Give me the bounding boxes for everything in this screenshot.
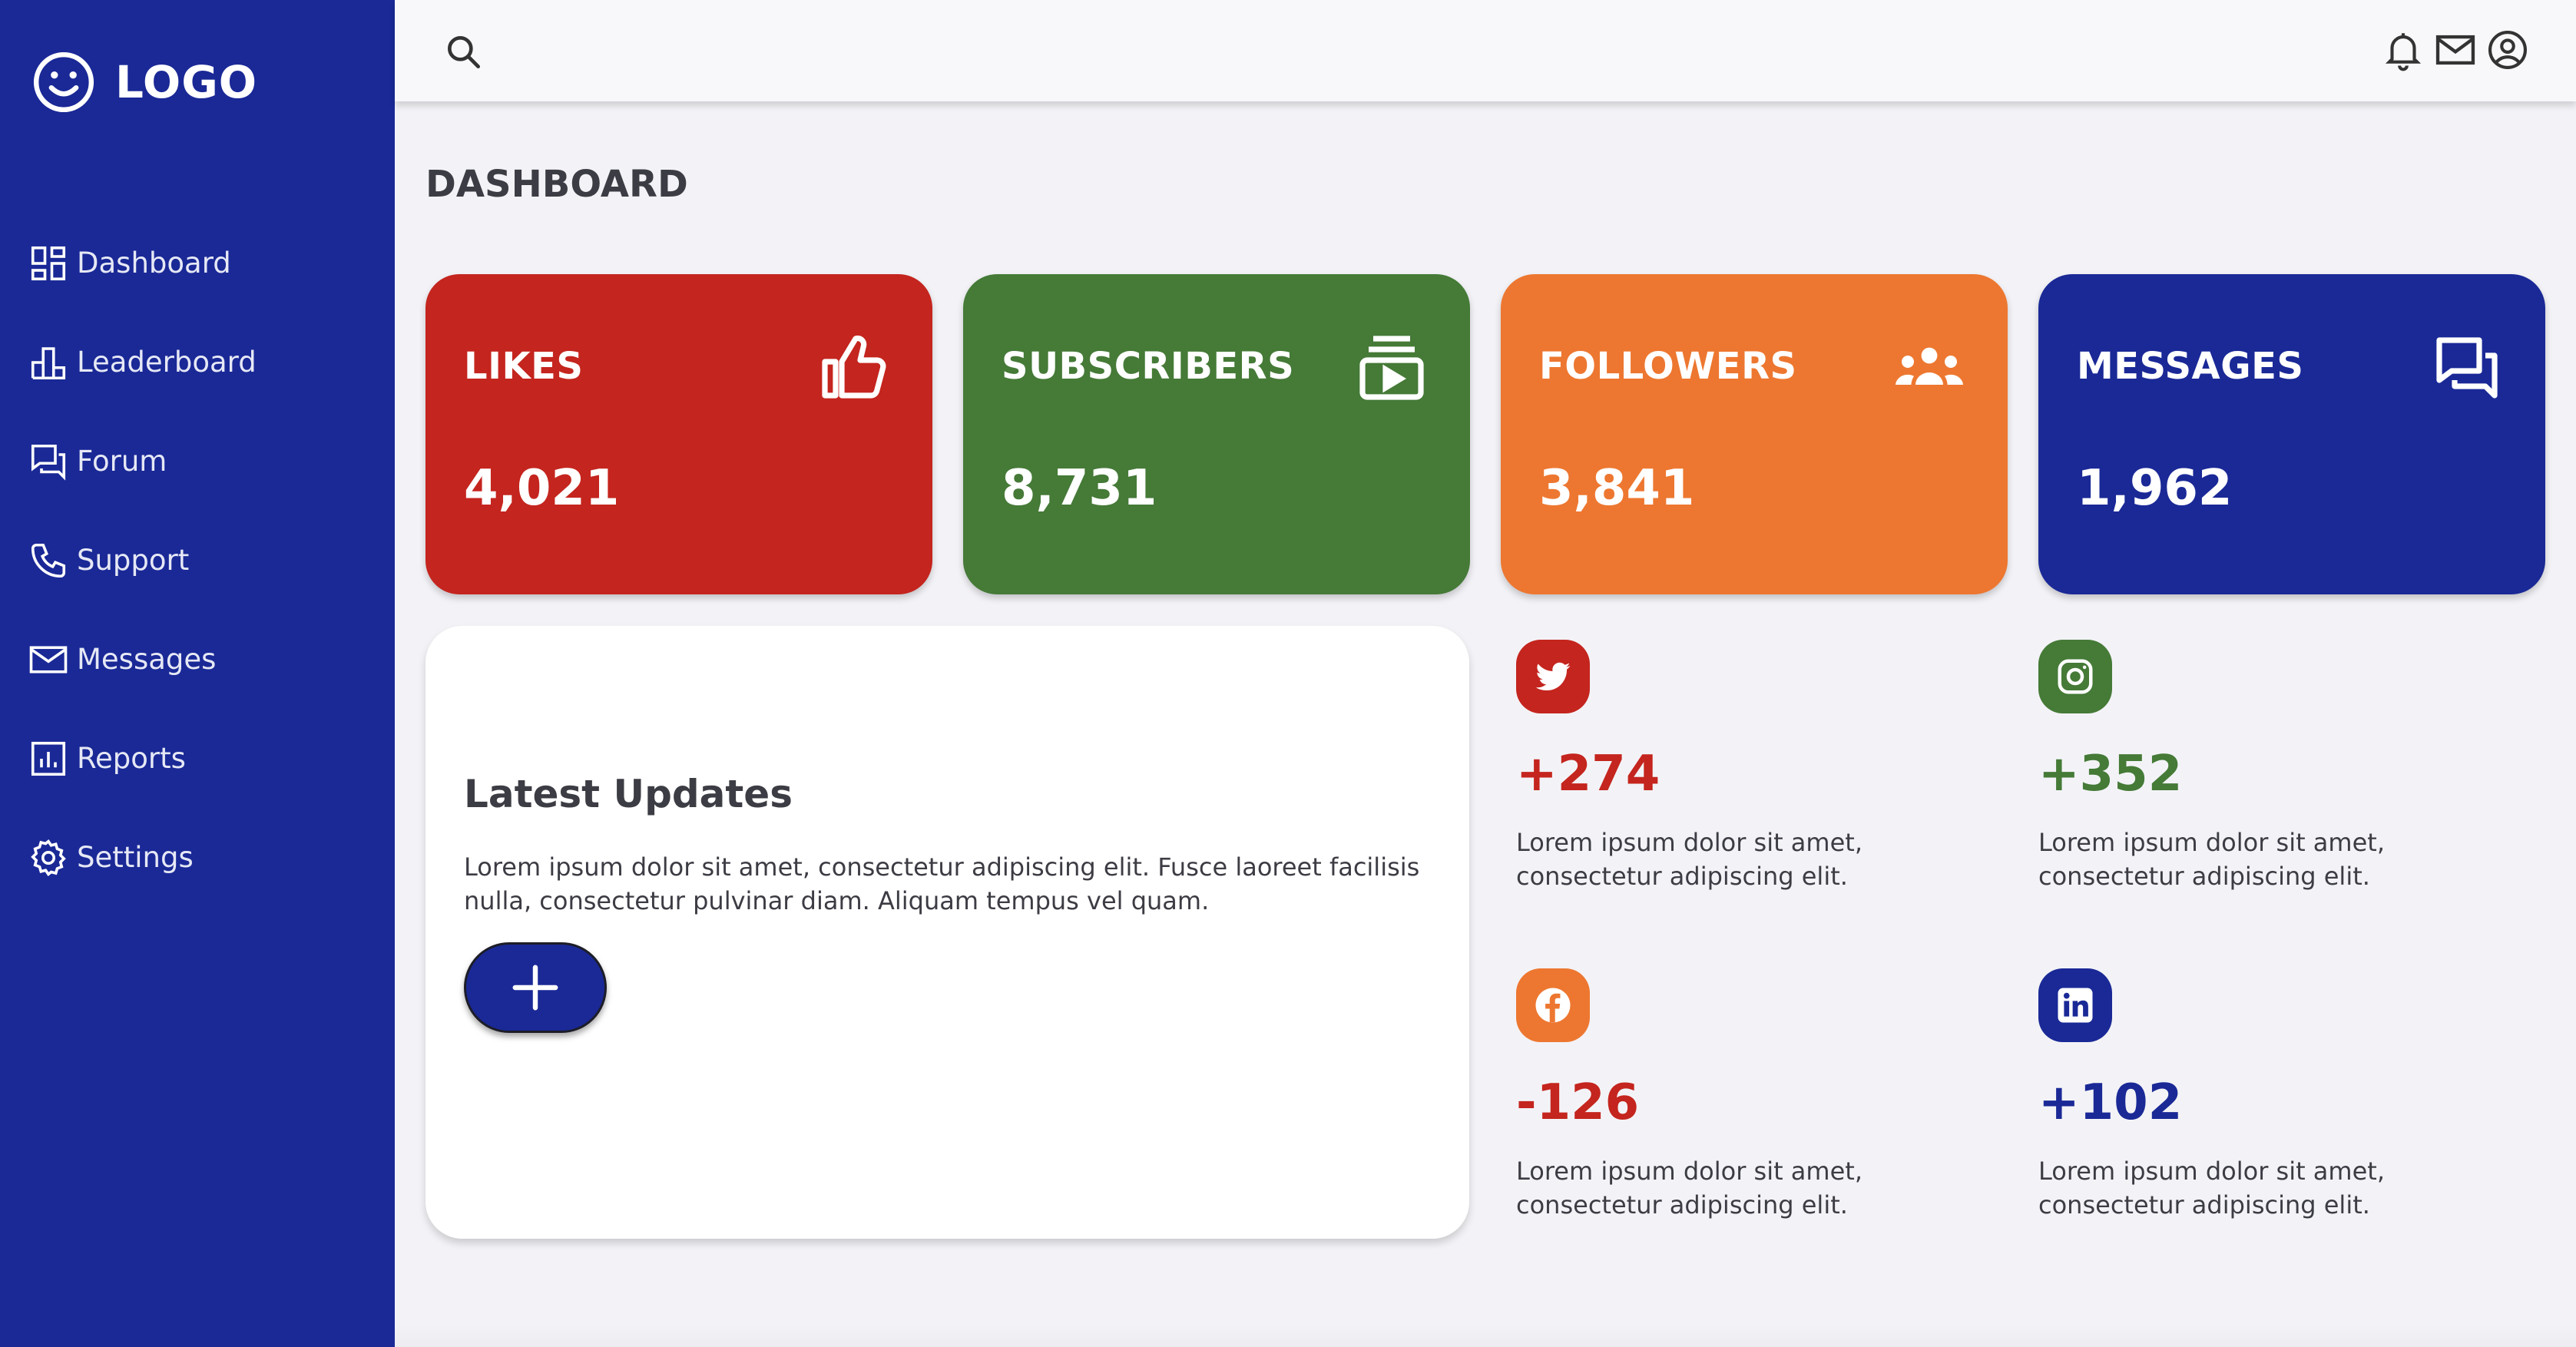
sidebar-item-label: Dashboard	[77, 247, 231, 280]
sidebar-item-label: Settings	[77, 841, 194, 874]
thumbs-up-icon	[817, 331, 891, 405]
sidebar-item-label: Leaderboard	[77, 346, 257, 379]
facebook-icon[interactable]	[1516, 968, 1590, 1042]
bell-icon[interactable]	[2381, 28, 2425, 72]
social-description: Lorem ipsum dolor sit amet, consectetur …	[2038, 828, 2385, 891]
stat-title: FOLLOWERS	[1539, 345, 1797, 388]
smiley-logo-icon	[33, 51, 94, 113]
social-delta: -126	[1516, 1074, 1640, 1131]
sidebar-item-label: Forum	[77, 445, 167, 478]
sidebar-item-settings[interactable]: Settings	[28, 808, 257, 907]
footer-divider	[395, 1324, 2576, 1347]
social-delta: +102	[2038, 1074, 2183, 1131]
header-actions	[2381, 28, 2530, 72]
add-button[interactable]	[464, 942, 607, 1033]
stat-value: 3,841	[1539, 460, 1695, 517]
stat-card-likes[interactable]: LIKES 4,021	[425, 274, 932, 594]
dashboard-icon	[28, 243, 69, 284]
stat-card-subscribers[interactable]: SUBSCRIBERS 8,731	[963, 274, 1470, 594]
latest-updates-card: Latest Updates Lorem ipsum dolor sit ame…	[425, 626, 1469, 1239]
account-icon[interactable]	[2485, 28, 2530, 72]
sidebar-item-leaderboard[interactable]: Leaderboard	[28, 313, 257, 412]
updates-title: Latest Updates	[464, 772, 793, 816]
sidebar-item-support[interactable]: Support	[28, 511, 257, 610]
social-delta: +274	[1516, 746, 1660, 803]
sidebar-nav: Dashboard Leaderboard Forum	[28, 213, 257, 907]
instagram-icon[interactable]	[2038, 640, 2112, 713]
social-tile-twitter: +274 Lorem ipsum dolor sit amet, consect…	[1516, 640, 2023, 893]
stat-value: 8,731	[1002, 460, 1157, 517]
sidebar-item-messages[interactable]: Messages	[28, 610, 257, 709]
stat-value: 1,962	[2077, 460, 2233, 517]
phone-icon	[28, 540, 69, 581]
leaderboard-icon	[28, 342, 69, 383]
stat-value: 4,021	[464, 460, 620, 517]
subscriptions-icon	[1355, 331, 1429, 405]
logo[interactable]: LOGO	[31, 49, 257, 115]
social-tile-facebook: -126 Lorem ipsum dolor sit amet, consect…	[1516, 968, 2023, 1222]
sidebar-item-reports[interactable]: Reports	[28, 709, 257, 808]
forum-icon	[28, 441, 69, 482]
updates-text: Lorem ipsum dolor sit amet, consectetur …	[464, 852, 1420, 915]
sidebar-item-forum[interactable]: Forum	[28, 412, 257, 511]
group-icon	[1892, 331, 1966, 405]
page-title: DASHBOARD	[425, 163, 688, 206]
social-tile-linkedin: +102 Lorem ipsum dolor sit amet, consect…	[2038, 968, 2545, 1222]
add-icon	[512, 965, 558, 1011]
sidebar-item-label: Messages	[77, 643, 217, 676]
sidebar: LOGO Dashboard Leaderboard	[0, 0, 395, 1347]
sidebar-item-label: Reports	[77, 742, 186, 775]
social-description: Lorem ipsum dolor sit amet, consectetur …	[2038, 1157, 2385, 1220]
gear-icon	[28, 837, 69, 879]
social-delta: +352	[2038, 746, 2183, 803]
stat-card-followers[interactable]: FOLLOWERS 3,841	[1501, 274, 2008, 594]
sidebar-item-dashboard[interactable]: Dashboard	[28, 213, 257, 313]
twitter-icon[interactable]	[1516, 640, 1590, 713]
social-description: Lorem ipsum dolor sit amet, consectetur …	[1516, 1157, 1862, 1220]
stat-card-messages[interactable]: MESSAGES 1,962	[2038, 274, 2545, 594]
social-description: Lorem ipsum dolor sit amet, consectetur …	[1516, 828, 1862, 891]
logo-text: LOGO	[115, 56, 258, 108]
stat-title: SUBSCRIBERS	[1002, 345, 1295, 388]
mail-icon	[28, 639, 69, 680]
reports-icon	[28, 738, 69, 779]
linkedin-icon[interactable]	[2038, 968, 2112, 1042]
top-bar	[395, 0, 2576, 101]
search-icon[interactable]	[442, 31, 485, 74]
sidebar-item-label: Support	[77, 544, 190, 577]
stat-title: LIKES	[464, 345, 584, 388]
social-tile-instagram: +352 Lorem ipsum dolor sit amet, consect…	[2038, 640, 2545, 893]
stat-title: MESSAGES	[2077, 345, 2304, 388]
chat-icon	[2430, 331, 2504, 405]
mail-icon[interactable]	[2433, 28, 2478, 72]
